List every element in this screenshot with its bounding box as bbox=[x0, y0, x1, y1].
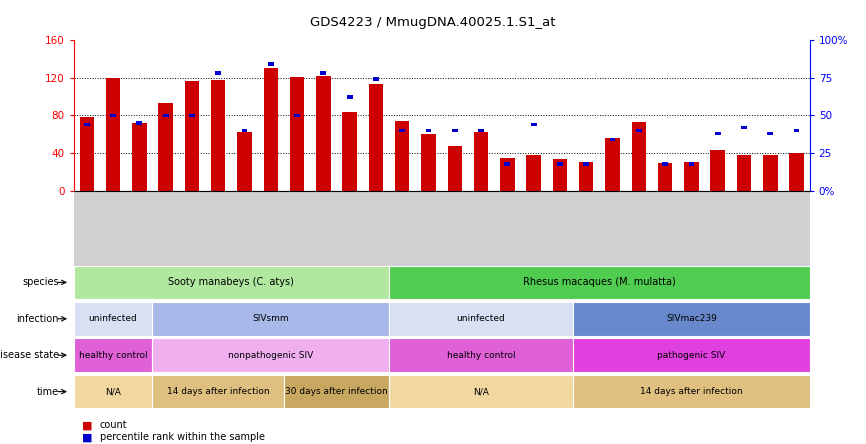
Text: nonpathogenic SIV: nonpathogenic SIV bbox=[228, 351, 313, 360]
Bar bbox=[152, 375, 284, 408]
Text: time: time bbox=[36, 387, 59, 396]
Bar bbox=[211, 79, 225, 191]
Bar bbox=[290, 77, 304, 191]
Bar bbox=[793, 129, 799, 132]
Bar bbox=[74, 302, 152, 336]
Bar bbox=[163, 114, 169, 117]
Bar bbox=[610, 138, 616, 142]
Bar bbox=[320, 71, 326, 75]
Bar bbox=[316, 76, 331, 191]
Bar bbox=[369, 84, 383, 191]
Bar bbox=[132, 123, 146, 191]
Bar bbox=[741, 126, 746, 129]
Bar bbox=[531, 123, 537, 127]
Bar bbox=[714, 132, 721, 135]
Bar bbox=[399, 129, 405, 132]
Bar bbox=[216, 71, 221, 75]
Text: healthy control: healthy control bbox=[447, 351, 515, 360]
Text: 14 days after infection: 14 days after infection bbox=[167, 387, 269, 396]
Bar bbox=[158, 103, 173, 191]
Bar bbox=[268, 62, 274, 66]
Text: healthy control: healthy control bbox=[79, 351, 147, 360]
Bar bbox=[573, 302, 810, 336]
Text: Sooty manabeys (C. atys): Sooty manabeys (C. atys) bbox=[168, 278, 294, 287]
Bar bbox=[421, 134, 436, 191]
Text: ■: ■ bbox=[82, 420, 93, 430]
Bar bbox=[184, 82, 199, 191]
Text: uninfected: uninfected bbox=[456, 314, 506, 323]
Bar bbox=[389, 266, 810, 299]
Bar bbox=[346, 95, 352, 99]
Text: 30 days after infection: 30 days after infection bbox=[285, 387, 388, 396]
Bar bbox=[688, 162, 695, 166]
Bar bbox=[452, 129, 458, 132]
Bar bbox=[789, 153, 804, 191]
Text: N/A: N/A bbox=[105, 387, 121, 396]
Bar bbox=[74, 338, 152, 372]
Bar bbox=[573, 375, 810, 408]
Text: GDS4223 / MmugDNA.40025.1.S1_at: GDS4223 / MmugDNA.40025.1.S1_at bbox=[310, 16, 556, 28]
Bar bbox=[294, 114, 300, 117]
Bar bbox=[425, 129, 431, 132]
Bar bbox=[605, 138, 620, 191]
Bar bbox=[527, 155, 541, 191]
Bar bbox=[284, 375, 389, 408]
Bar bbox=[263, 68, 278, 191]
Bar bbox=[631, 122, 646, 191]
Text: infection: infection bbox=[16, 314, 59, 324]
Text: pathogenic SIV: pathogenic SIV bbox=[657, 351, 726, 360]
Bar bbox=[189, 114, 195, 117]
Bar bbox=[152, 338, 389, 372]
Bar bbox=[737, 155, 751, 191]
Bar bbox=[478, 129, 484, 132]
Bar bbox=[474, 132, 488, 191]
Bar bbox=[448, 146, 462, 191]
Bar bbox=[242, 129, 248, 132]
Text: SIVmac239: SIVmac239 bbox=[666, 314, 717, 323]
Bar bbox=[84, 123, 90, 127]
Bar bbox=[658, 163, 672, 191]
Text: 14 days after infection: 14 days after infection bbox=[640, 387, 743, 396]
Bar bbox=[342, 112, 357, 191]
Bar bbox=[767, 132, 773, 135]
Bar bbox=[662, 162, 668, 166]
Bar bbox=[505, 162, 510, 166]
Bar bbox=[137, 121, 142, 125]
Bar bbox=[152, 302, 389, 336]
Text: count: count bbox=[100, 420, 127, 430]
Bar bbox=[237, 132, 252, 191]
Bar bbox=[636, 129, 642, 132]
Bar bbox=[684, 162, 699, 191]
Text: ■: ■ bbox=[82, 432, 93, 442]
Text: N/A: N/A bbox=[473, 387, 489, 396]
Text: percentile rank within the sample: percentile rank within the sample bbox=[100, 432, 265, 442]
Bar bbox=[557, 162, 563, 166]
Text: SIVsmm: SIVsmm bbox=[253, 314, 289, 323]
Bar bbox=[710, 151, 725, 191]
Bar bbox=[389, 302, 573, 336]
Bar bbox=[553, 159, 567, 191]
Bar bbox=[573, 338, 810, 372]
Text: Rhesus macaques (M. mulatta): Rhesus macaques (M. mulatta) bbox=[523, 278, 675, 287]
Bar bbox=[579, 162, 593, 191]
Bar bbox=[389, 375, 573, 408]
Bar bbox=[74, 266, 389, 299]
Bar bbox=[110, 114, 116, 117]
Bar bbox=[501, 158, 514, 191]
Bar bbox=[389, 338, 573, 372]
Bar bbox=[106, 78, 120, 191]
Text: uninfected: uninfected bbox=[88, 314, 138, 323]
Bar bbox=[373, 77, 378, 81]
Bar bbox=[584, 162, 589, 166]
Text: disease state: disease state bbox=[0, 350, 59, 360]
Text: species: species bbox=[23, 278, 59, 287]
Bar bbox=[395, 121, 410, 191]
Bar bbox=[80, 117, 94, 191]
Bar bbox=[74, 375, 152, 408]
Bar bbox=[763, 155, 778, 191]
